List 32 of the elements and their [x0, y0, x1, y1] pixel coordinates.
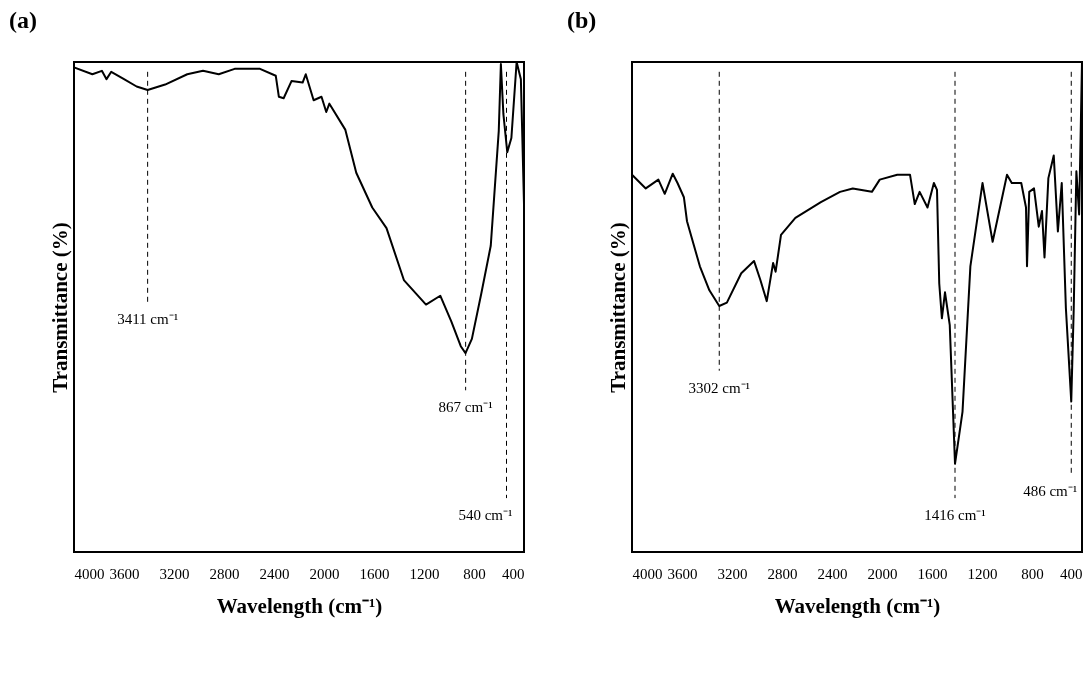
ref-line-label: 3411 cm⁻¹	[117, 311, 179, 328]
x-tick-label: 3600	[667, 565, 698, 582]
chart-title: (b)	[567, 7, 597, 33]
chart-title: (a)	[9, 7, 37, 33]
x-tick-label: 2000	[867, 565, 898, 582]
ref-line-label: 486 cm⁻¹	[1023, 482, 1078, 499]
ref-line-label: 540 cm⁻¹	[458, 507, 513, 524]
x-tick-label: 2800	[767, 565, 798, 582]
x-tick-label: 1200	[967, 565, 998, 582]
x-tick-label: 400	[502, 565, 525, 582]
x-tick-label: 3200	[159, 565, 190, 582]
x-tick-label: 4000	[74, 565, 105, 582]
ref-line-label: 1416 cm⁻¹	[924, 507, 986, 524]
y-axis-title: Transmittance (%)	[47, 222, 72, 393]
x-tick-label: 3200	[717, 565, 748, 582]
x-tick-label: 3600	[109, 565, 140, 582]
ref-line-label: 867 cm⁻¹	[438, 399, 493, 416]
x-tick-label: 1600	[359, 565, 390, 582]
x-tick-label: 800	[463, 565, 486, 582]
y-axis-title: Transmittance (%)	[605, 222, 630, 393]
x-tick-label: 2800	[209, 565, 240, 582]
x-tick-label: 800	[1021, 565, 1044, 582]
ref-line-label: 3302 cm⁻¹	[688, 379, 751, 396]
x-tick-label: 2400	[817, 565, 848, 582]
x-tick-label: 2400	[259, 565, 290, 582]
x-tick-label: 1200	[409, 565, 440, 582]
x-axis-title: Wavelength (cm⁻¹)	[774, 593, 941, 618]
x-tick-label: 1600	[917, 565, 948, 582]
x-axis-title: Wavelength (cm⁻¹)	[216, 593, 383, 618]
x-tick-label: 4000	[632, 565, 663, 582]
x-tick-label: 400	[1060, 565, 1083, 582]
x-tick-label: 2000	[309, 565, 340, 582]
